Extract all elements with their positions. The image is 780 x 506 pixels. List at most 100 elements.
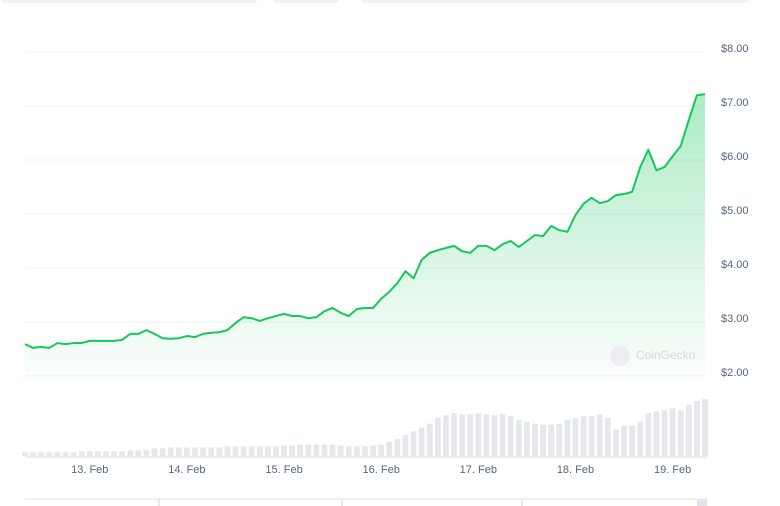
volume-bar <box>443 415 449 456</box>
volume-bar <box>273 446 279 456</box>
y-tick-label: $6.00 <box>721 151 749 163</box>
volume-bar <box>256 446 263 456</box>
volume-bar <box>143 450 150 456</box>
x-tick-label: 13. Feb <box>71 464 108 476</box>
volume-bar <box>556 423 563 456</box>
price-line <box>24 93 706 349</box>
y-tick-label: $8.00 <box>721 43 749 55</box>
volume-bar <box>661 410 668 456</box>
watermark-logo <box>610 346 630 366</box>
volume-bar <box>402 435 409 456</box>
volume-bar <box>694 400 700 456</box>
y-tick-label: $7.00 <box>721 97 749 109</box>
toolbar-button[interactable] <box>0 0 258 3</box>
volume-bar <box>564 419 571 456</box>
volume-bar <box>22 452 28 456</box>
volume-bar <box>426 423 433 456</box>
volume-bar <box>111 451 117 456</box>
volume-bar <box>613 429 619 456</box>
x-tick-label: 16. Feb <box>363 464 400 476</box>
volume-bar <box>127 450 134 456</box>
volume-bar <box>135 450 142 456</box>
volume-bar <box>289 445 295 456</box>
navigator-handle[interactable] <box>697 499 707 506</box>
volume-bar <box>208 447 215 456</box>
x-tick-label: 19. Feb <box>654 464 691 476</box>
volume-bar <box>515 419 522 456</box>
volume-bar <box>200 447 206 456</box>
volume-bar <box>248 446 255 456</box>
watermark: CoinGecko <box>636 348 696 362</box>
volume-bar <box>216 447 223 456</box>
volume-bar <box>175 447 182 456</box>
x-tick-label: 17. Feb <box>460 464 497 476</box>
volume-bar <box>224 446 231 456</box>
volume-bar <box>167 447 174 456</box>
volume-bar <box>669 408 676 456</box>
volume-bar <box>240 446 247 456</box>
volume-bar <box>265 446 271 456</box>
volume-bar <box>621 425 627 456</box>
volume-bar <box>507 416 514 456</box>
volume-bar <box>54 452 61 456</box>
volume-bar <box>386 441 393 456</box>
toolbar-button[interactable] <box>272 0 340 3</box>
volume-bar <box>378 444 385 456</box>
volume-bar <box>321 444 328 456</box>
volume-bar <box>588 416 595 456</box>
volume-bar <box>491 415 498 456</box>
volume-bar <box>38 452 45 456</box>
volume-bar <box>95 451 101 456</box>
volume-bars <box>22 399 708 456</box>
x-tick-label: 18. Feb <box>557 464 594 476</box>
volume-bar <box>362 446 368 456</box>
volume-bar <box>475 413 482 456</box>
volume-bar <box>596 414 603 456</box>
volume-bar <box>86 451 93 456</box>
volume-bar <box>637 421 644 456</box>
volume-bar <box>313 444 320 456</box>
volume-bar <box>451 413 457 456</box>
volume-bar <box>483 414 490 456</box>
volume-bar <box>281 445 287 456</box>
volume-bar <box>78 451 85 456</box>
volume-bar <box>702 399 708 456</box>
volume-bar <box>70 452 77 456</box>
toolbar-button[interactable] <box>360 0 750 3</box>
volume-bar <box>184 447 190 456</box>
x-tick-label: 14. Feb <box>168 464 205 476</box>
y-tick-label: $2.00 <box>721 367 749 379</box>
volume-bar <box>459 414 465 456</box>
volume-bar <box>337 445 344 456</box>
volume-bar <box>410 431 417 456</box>
volume-bar <box>605 418 611 456</box>
volume-bar <box>629 425 635 456</box>
volume-bar <box>30 452 36 456</box>
y-tick-label: $4.00 <box>721 259 749 271</box>
x-tick-label: 15. Feb <box>265 464 302 476</box>
volume-bar <box>305 444 312 456</box>
volume-bar <box>540 424 546 456</box>
volume-bar <box>467 414 474 456</box>
volume-bar <box>677 410 684 456</box>
grid: $2.00 $3.00 $4.00 $5.00 $6.00 $7.00 $8.00 13. F… <box>25 43 749 476</box>
volume-bar <box>572 418 579 456</box>
volume-bar <box>370 445 376 456</box>
volume-bar <box>119 451 125 456</box>
volume-bar <box>297 444 304 456</box>
volume-bar <box>524 421 530 456</box>
volume-bar <box>103 451 109 456</box>
volume-bar <box>435 418 441 456</box>
volume-bar <box>548 424 555 456</box>
volume-bar <box>580 416 587 456</box>
volume-bar <box>354 446 360 456</box>
volume-bar <box>345 446 352 456</box>
volume-bar <box>653 411 660 456</box>
volume-bar <box>159 448 166 456</box>
volume-bar <box>499 414 506 456</box>
price-line <box>24 93 706 377</box>
volume-bar <box>232 446 239 456</box>
volume-bar <box>46 452 53 456</box>
volume-bar <box>532 423 538 456</box>
